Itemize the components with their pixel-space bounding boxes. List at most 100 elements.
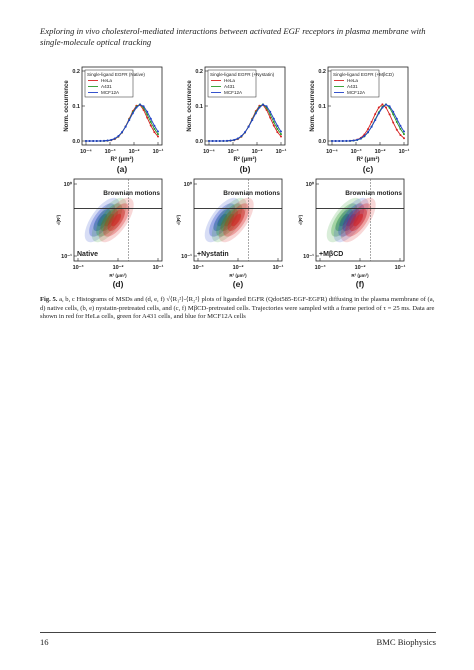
histogram-marker — [276, 127, 279, 130]
histogram-marker — [272, 121, 275, 124]
histogram-marker — [222, 139, 225, 142]
x-tick-label: 10⁻² — [355, 264, 366, 271]
histogram-marker — [276, 124, 279, 127]
histogram-marker — [153, 131, 156, 134]
x-tick-label: 10⁻¹ — [399, 148, 410, 155]
density-contour — [217, 213, 228, 227]
histogram-marker — [262, 103, 264, 106]
y-tick-label: 0.1 — [195, 104, 203, 110]
histogram-marker — [399, 127, 402, 130]
legend-label: A431 — [224, 84, 235, 89]
density-contour — [346, 213, 357, 227]
histogram-marker — [153, 127, 156, 130]
histogram-marker — [215, 139, 218, 142]
x-tick-label: 10⁻⁴ — [326, 149, 338, 155]
y-tick-label: 10⁰ — [306, 181, 315, 188]
density-contour — [339, 213, 350, 227]
panel-label: (e) — [233, 279, 244, 289]
y-tick-label: 0.1 — [318, 104, 326, 110]
y-tick-label: 10⁰ — [184, 181, 193, 188]
x-tick-label: 10⁻¹ — [395, 264, 406, 271]
x-tick-label: 10⁻² — [252, 148, 263, 155]
x-axis-label: R² (μm²) — [234, 156, 257, 163]
density-contour — [231, 213, 242, 227]
histogram-marker — [149, 117, 152, 120]
histogram-marker — [392, 110, 395, 113]
density-contour — [104, 213, 115, 227]
x-tick-label: 10⁻⁴ — [80, 149, 92, 155]
legend-label: HeLa — [101, 78, 112, 83]
histogram-marker — [399, 124, 402, 127]
histogram-marker — [374, 113, 377, 116]
x-tick-label: 10⁻² — [375, 148, 386, 155]
legend-label: HeLa — [347, 78, 358, 83]
y-tick-label: 0.2 — [72, 69, 80, 75]
footer-rule — [40, 632, 436, 633]
legend-title: Single-ligand EGFR (Native) — [87, 72, 145, 77]
histogram-marker — [135, 106, 138, 109]
histogram-marker — [399, 133, 402, 136]
histogram-marker — [370, 125, 373, 128]
x-tick-label: 10⁻¹ — [153, 264, 164, 271]
x-tick-label: 10⁻³ — [351, 148, 362, 155]
legend-label: A431 — [101, 84, 112, 89]
histogram-marker — [269, 116, 272, 119]
histogram-marker — [139, 103, 141, 106]
histogram-marker — [244, 131, 246, 134]
y-tick-label: 10⁻¹ — [181, 253, 192, 260]
histogram-marker — [276, 131, 279, 134]
x-axis-label: R² (μm²) — [351, 273, 369, 278]
histogram-marker — [85, 139, 87, 142]
x-tick-label: 10⁻³ — [73, 264, 84, 271]
histogram-marker — [403, 133, 405, 136]
histogram-marker — [146, 116, 149, 119]
y-axis-label: √(R²) — [176, 214, 181, 225]
histogram-marker — [385, 106, 387, 109]
histogram-marker — [95, 139, 98, 142]
x-tick-label: 10⁻³ — [228, 148, 239, 155]
panel-label: (b) — [240, 164, 251, 174]
histogram-marker — [370, 120, 373, 123]
histogram-marker — [128, 119, 131, 122]
x-tick-label: 10⁻⁴ — [203, 149, 215, 155]
x-tick-label: 10⁻¹ — [273, 264, 284, 271]
histogram-marker — [110, 138, 113, 141]
y-tick-label: 0.0 — [318, 139, 326, 145]
journal-name: BMC Biophysics — [376, 637, 436, 647]
caption-text: a, b, c Histograms of MSDs and (d, e, f)… — [40, 296, 435, 321]
condition-label: Native — [77, 251, 98, 258]
histogram-marker — [218, 139, 221, 142]
histogram-marker — [258, 106, 261, 109]
histogram-marker — [395, 128, 398, 131]
x-tick-label: 10⁻² — [129, 148, 140, 155]
histogram-marker — [269, 110, 272, 113]
legend-label: MCF12A — [101, 90, 120, 95]
histogram-marker — [377, 106, 380, 109]
histogram-marker — [381, 106, 384, 109]
panel-label: (f) — [356, 279, 365, 289]
histogram-marker — [208, 139, 210, 142]
running-title: Exploring in vivo cholesterol-mediated i… — [40, 26, 426, 36]
histogram-marker — [395, 117, 398, 120]
histogram-marker — [269, 113, 272, 116]
legend-title: Single-ligand EGFR (+MβCD) — [333, 72, 394, 77]
x-axis-label: R² (μm²) — [111, 156, 134, 163]
histogram-marker — [247, 125, 250, 128]
histogram-marker — [356, 138, 359, 141]
histogram-marker — [403, 130, 405, 133]
y-axis-label: √(R²) — [298, 214, 303, 225]
histogram-marker — [349, 139, 351, 142]
histogram-curve — [208, 103, 282, 142]
annotation: Brownian motions — [345, 190, 402, 197]
histogram-marker — [146, 113, 149, 116]
panel-label: (a) — [117, 164, 128, 174]
legend-label: MCF12A — [347, 90, 366, 95]
histogram-marker — [146, 110, 149, 113]
density-contour — [97, 213, 108, 227]
histogram-marker — [113, 137, 116, 140]
x-tick-label: 10⁻³ — [105, 148, 116, 155]
y-axis-label: Norm. occurrence — [310, 80, 316, 132]
histogram-marker — [395, 121, 398, 124]
histogram-marker — [251, 119, 254, 122]
histogram-marker — [363, 135, 366, 138]
